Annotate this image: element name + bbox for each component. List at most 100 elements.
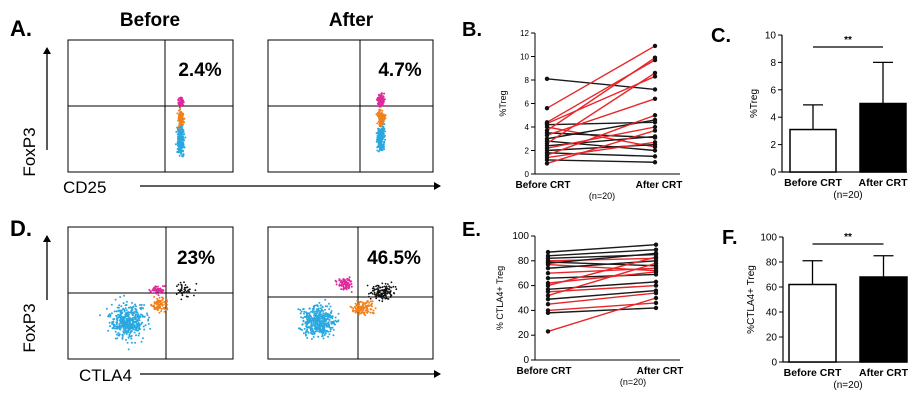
flow-event-dot — [125, 304, 128, 306]
flow-dots — [375, 92, 387, 153]
flow-event-dot — [355, 310, 358, 313]
data-point-after — [653, 254, 659, 260]
flow-event-dot — [381, 123, 384, 126]
flow-plot-d-after: 46.5% — [267, 226, 434, 360]
flow-event-dot — [137, 321, 140, 324]
flow-event-dot — [325, 315, 328, 318]
data-point-after — [653, 261, 659, 266]
flow-event-dot — [343, 282, 346, 285]
flow-event-dot — [121, 336, 124, 339]
flow-event-dot — [122, 330, 125, 333]
flow-event-dot — [157, 302, 160, 305]
flow-event-dot — [329, 305, 332, 308]
flow-event-dot — [302, 332, 305, 335]
flow-event-dot — [322, 337, 325, 340]
flow-event-dot — [117, 313, 120, 316]
flow-event-dot — [133, 321, 135, 324]
flow-event-dot — [134, 315, 137, 318]
flow-event-dot — [383, 294, 386, 297]
flow-event-dot — [369, 308, 372, 311]
data-point-after — [652, 148, 658, 153]
flow-event-dot — [385, 105, 387, 107]
data-point-after — [652, 124, 658, 130]
flow-event-dot — [371, 302, 373, 305]
chart-b-paired-treg: B. 0 2 4 6 8 10 12 %Treg Before CRT After CRT (n=20… — [462, 19, 682, 201]
y-tick-label: 20 — [518, 330, 530, 341]
flow-event-dot — [134, 305, 137, 308]
flow-event-dot — [176, 112, 179, 115]
flow-event-dot — [379, 98, 382, 101]
flow-event-dot — [388, 288, 391, 290]
flow-event-dot — [108, 321, 111, 324]
pair-line — [546, 98, 656, 136]
flow-event-dot — [157, 305, 160, 308]
flow-event-dot — [364, 302, 367, 305]
pair-line — [547, 289, 657, 300]
flow-event-dot — [179, 119, 182, 122]
flow-event-dot — [177, 119, 180, 122]
flow-event-dot — [299, 327, 302, 330]
flow-event-dot — [148, 288, 151, 291]
flow-event-dot — [119, 328, 122, 331]
flow-event-dot — [178, 127, 181, 130]
flow-event-dot — [381, 292, 383, 295]
pair-line — [546, 141, 656, 159]
flow-event-dot — [324, 298, 327, 301]
flow-plot-d-before: 23% — [67, 226, 234, 360]
flow-event-dot — [387, 298, 390, 300]
y-axis-label: %Treg — [749, 89, 760, 118]
flow-event-dot — [161, 301, 164, 304]
flow-event-dot — [319, 321, 322, 324]
flow-event-dot — [317, 335, 320, 338]
flow-event-dot — [181, 133, 184, 136]
data-point-after — [652, 74, 658, 79]
flow-dots — [99, 281, 198, 351]
flow-event-dot — [184, 136, 187, 139]
y-tick-label: 12 — [520, 29, 529, 38]
flow-event-dot — [116, 306, 119, 309]
flow-event-dot — [109, 325, 111, 328]
flow-event-dot — [146, 314, 149, 317]
flow-event-dot — [355, 308, 358, 310]
flow-event-dot — [140, 340, 143, 343]
flow-event-dot — [313, 316, 316, 319]
flow-event-dot — [382, 144, 385, 147]
pair-line — [546, 114, 656, 156]
flow-event-dot — [365, 306, 367, 309]
flow-event-dot — [371, 287, 374, 290]
data-point-after — [653, 266, 659, 271]
flow-event-dot — [342, 288, 345, 291]
flow-event-dot — [370, 305, 373, 308]
flow-event-dot — [344, 283, 347, 286]
pair-line — [546, 45, 656, 109]
flow-event-dot — [179, 100, 182, 103]
flow-event-dot — [302, 317, 305, 319]
flow-event-dot — [119, 326, 122, 329]
flow-event-dot — [323, 319, 326, 322]
flow-event-dot — [380, 113, 383, 116]
flow-event-dot — [114, 330, 117, 333]
flow-event-dot — [300, 310, 303, 313]
data-point-before — [545, 249, 551, 255]
flow-event-dot — [135, 311, 138, 314]
flow-event-dot — [162, 289, 165, 292]
pair-line — [546, 119, 656, 140]
flow-event-dot — [308, 321, 311, 324]
flow-event-dot — [390, 281, 393, 284]
flow-event-dot — [127, 329, 130, 331]
data-point-before — [545, 297, 551, 302]
flow-event-dot — [381, 117, 384, 119]
panel-a-label: A. — [10, 16, 32, 41]
flow-event-dot — [317, 307, 320, 310]
flow-event-dot — [334, 323, 336, 326]
flow-event-dot — [321, 317, 324, 320]
flow-event-dot — [177, 149, 180, 152]
flow-event-dot — [182, 153, 185, 156]
panel-d-label: D. — [10, 216, 32, 241]
flow-event-dot — [153, 304, 155, 307]
data-point-after — [653, 305, 659, 311]
flow-event-dot — [163, 285, 166, 288]
flow-event-dot — [312, 329, 315, 332]
data-point-before — [544, 133, 550, 138]
flow-event-dot — [381, 102, 384, 105]
